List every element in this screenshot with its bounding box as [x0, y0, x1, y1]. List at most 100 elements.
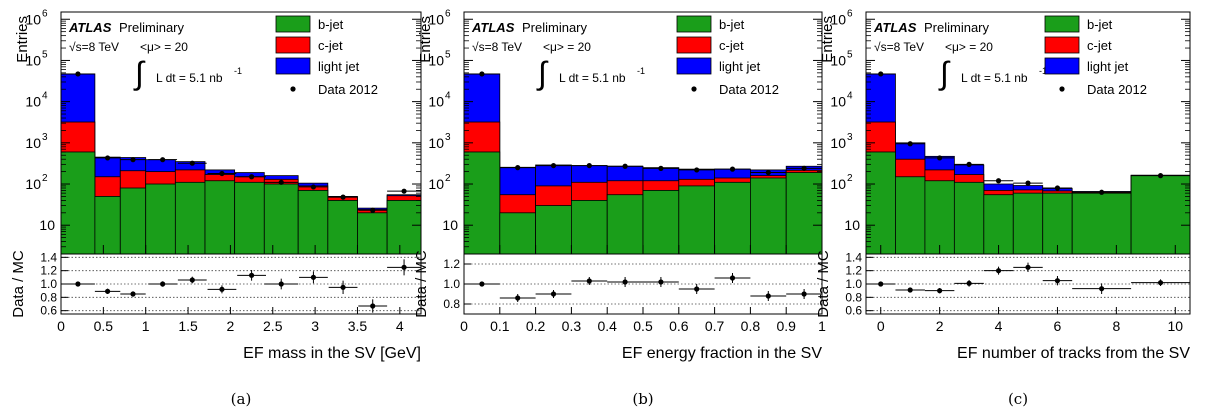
x-tick-label-10: 1 [818, 318, 826, 334]
bar-b-jet-4 [606, 194, 644, 254]
ratio-panel: 0.60.81.01.21.4 Data / MC [10, 250, 422, 318]
integral-symbol: ∫ [938, 55, 951, 91]
ratio-y-tick-label-2: 1.0 [845, 277, 862, 291]
data-point-7 [729, 166, 736, 172]
legend-label-1: c-jet [1087, 38, 1112, 53]
ratio-point-7 [729, 275, 736, 281]
atlas-label: ATLAS [471, 20, 515, 35]
legend-swatch-1 [1044, 36, 1080, 54]
x-axis-label: EF number of tracks from the SV [957, 345, 1190, 362]
y-axis-label: Entries [819, 16, 836, 63]
y-axis-label: Entries [14, 16, 31, 63]
bar-b-jet-0 [61, 151, 96, 254]
data-point-8 [1157, 173, 1164, 179]
y-axis-label: Entries [417, 16, 434, 63]
lumi-exponent: -1 [1039, 66, 1047, 76]
energy-label: √s=8 TeV [472, 40, 522, 54]
x-tick-label-3: 6 [1054, 318, 1062, 334]
x-tick-label-7: 0.7 [705, 318, 725, 334]
ratio-point-11 [401, 264, 407, 270]
legend-swatch-2 [676, 57, 712, 75]
bar-b-jet-5 [204, 180, 236, 254]
bar-b-jet-9 [785, 172, 822, 254]
y-tick-label-5: 10 [25, 11, 41, 27]
bar-b-jet-11 [386, 200, 421, 254]
y-tick-label-4: 10 [428, 52, 444, 68]
bar-b-jet-8 [297, 189, 329, 254]
atlas-status-label: Preliminary [924, 20, 990, 35]
y-tick-label-5: 10 [830, 11, 846, 27]
ratio-y-tick-label-3: 1.2 [40, 264, 57, 278]
legend-swatch-0 [275, 15, 311, 33]
ratio-y-axis-label: Data / MC [10, 250, 27, 318]
bar-b-jet-1 [94, 196, 121, 254]
ratio-point-2 [937, 288, 943, 294]
legend-label-3: Data 2012 [719, 82, 779, 97]
legend-data-marker [691, 86, 697, 92]
ratio-point-4 [995, 268, 1002, 274]
data-point-2 [937, 155, 943, 161]
ratio-point-2 [130, 291, 136, 297]
ratio-y-tick-label-0: 0.8 [443, 297, 460, 311]
y-tick-label-1: 10 [428, 176, 444, 192]
data-point-10 [370, 207, 376, 213]
energy-label: √s=8 TeV [874, 40, 924, 54]
atlas-label: ATLAS [873, 20, 917, 35]
ratio-point-4 [622, 279, 628, 285]
y-tick-label-3: 10 [25, 94, 41, 110]
ratio-point-8 [310, 274, 317, 280]
data-point-1 [104, 155, 111, 161]
ratio-y-axis-label: Data / MC [413, 250, 430, 318]
y-tick-exponent-2: 3 [847, 132, 853, 143]
legend-label-2: light jet [719, 59, 761, 74]
ratio-y-tick-label-4: 1.4 [40, 250, 57, 264]
lumi-exponent: -1 [234, 66, 242, 76]
bar-b-jet-2 [535, 205, 572, 254]
legend-label-1: c-jet [318, 38, 343, 53]
x-tick-label-4: 2 [227, 318, 235, 334]
main-plot-area [61, 71, 421, 254]
legend-label-2: light jet [1087, 59, 1129, 74]
lumi-label: L dt = 5.1 nb [559, 71, 626, 85]
x-tick-label-0: 0 [57, 318, 65, 334]
ratio-point-5 [1025, 264, 1031, 270]
y-tick-exponent-1: 2 [445, 173, 451, 184]
data-point-3 [160, 157, 166, 163]
data-point-6 [694, 167, 700, 173]
data-point-4 [189, 160, 195, 166]
ratio-point-7 [278, 281, 284, 287]
bar-b-jet-8 [750, 177, 787, 254]
y-tick-label-4: 10 [830, 52, 846, 68]
data-point-11 [401, 188, 407, 194]
legend-swatch-2 [1044, 57, 1080, 75]
ratio-y-tick-label-1: 0.8 [845, 290, 862, 304]
legend-label-0: b-jet [719, 17, 745, 32]
ratio-point-1 [104, 288, 111, 294]
data-point-6 [1054, 185, 1061, 191]
x-tick-label-4: 8 [1112, 318, 1120, 334]
ratio-panel: 0.8 1.0 1.2 Data / MC [413, 250, 823, 318]
x-tick-label-1: 0.1 [490, 318, 510, 334]
x-tick-label-4: 0.4 [597, 318, 617, 334]
bar-b-jet-7 [714, 181, 751, 254]
bar-b-jet-7 [263, 183, 299, 254]
main-plot-area [464, 71, 822, 254]
x-tick-label-1: 2 [936, 318, 944, 334]
bar-b-jet-2 [924, 180, 955, 254]
data-point-0 [479, 71, 485, 77]
y-tick-label-0: 10 [844, 217, 860, 233]
x-tick-label-5: 10 [1167, 318, 1183, 334]
y-tick-label-2: 10 [830, 135, 846, 151]
x-axis-label: EF energy fraction in the SV [622, 345, 822, 362]
ratio-point-5 [219, 286, 225, 292]
legend-data-marker [290, 86, 296, 92]
y-tick-exponent-5: 6 [42, 8, 48, 19]
legend-label-3: Data 2012 [1087, 82, 1147, 97]
energy-label: √s=8 TeV [69, 40, 119, 54]
lumi-label: L dt = 5.1 nb [961, 71, 1028, 85]
x-tick-label-6: 3 [311, 318, 319, 334]
bar-b-jet-0 [866, 151, 896, 254]
